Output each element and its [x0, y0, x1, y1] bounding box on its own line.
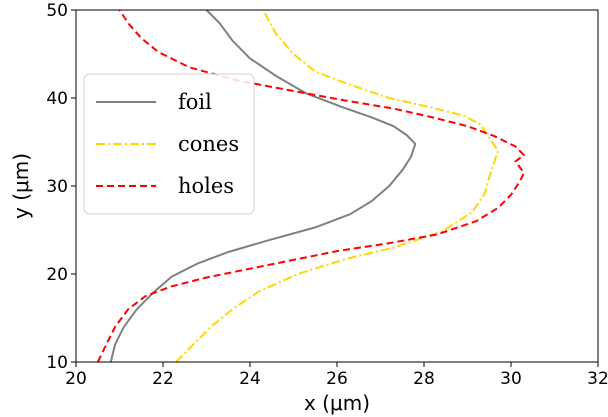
- legend: foil cones holes: [83, 73, 255, 215]
- y-tick-label: 10: [46, 353, 68, 373]
- y-tick-label: 30: [46, 177, 68, 197]
- y-tick-label: 20: [46, 265, 68, 285]
- x-tick-label: 22: [152, 369, 174, 389]
- legend-label-foil: foil: [178, 90, 212, 114]
- y-tick-label: 40: [46, 89, 68, 109]
- x-tick-label: 26: [326, 369, 348, 389]
- series-line-foil: [109, 9, 417, 363]
- x-tick-label: 28: [413, 369, 435, 389]
- series-line-cones: [175, 9, 499, 363]
- y-axis-label: y (μm): [9, 153, 33, 219]
- y-axis-ticks: 10 20 30 40 50: [46, 1, 76, 373]
- legend-label-holes: holes: [178, 174, 234, 198]
- x-tick-label: 32: [587, 369, 608, 389]
- x-tick-label: 20: [65, 369, 87, 389]
- legend-label-cones: cones: [178, 132, 239, 156]
- x-axis-label: x (μm): [304, 391, 370, 415]
- x-tick-label: 24: [239, 369, 261, 389]
- x-tick-label: 30: [500, 369, 522, 389]
- x-axis-ticks: 20 22 24 26 28 30 32: [65, 362, 608, 389]
- legend-box: [83, 73, 255, 215]
- y-tick-label: 50: [46, 1, 68, 21]
